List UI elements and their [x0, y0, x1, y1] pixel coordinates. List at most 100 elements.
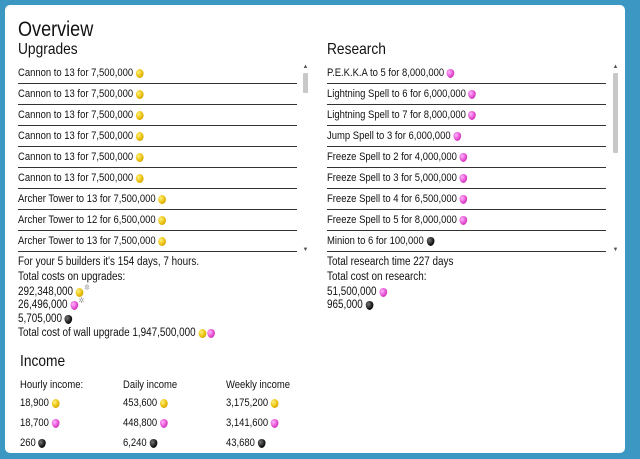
income-value: 18,700 [20, 417, 66, 429]
scroll-up-icon[interactable]: ▲ [302, 64, 309, 70]
page-title: Overview [18, 18, 94, 41]
list-item-label: Freeze Spell to 5 for 8,000,000 [327, 214, 457, 226]
upgrades-total-elixir: 26,496,000 ✲ [18, 295, 85, 312]
dark-elixir-drop-icon [365, 300, 374, 310]
upgrades-total-dark: 5,705,000 [18, 313, 81, 325]
list-item-label: Archer Tower to 13 for 7,500,000 [18, 235, 156, 247]
income-value: 453,600 [123, 397, 175, 409]
list-item-label: Freeze Spell to 2 for 4,000,000 [327, 151, 457, 163]
list-item[interactable]: Archer Tower to 12 for 6,500,000 [18, 253, 297, 254]
scroll-down-icon[interactable]: ▼ [612, 247, 619, 253]
list-item[interactable]: Cannon to 13 for 7,500,000 [18, 106, 297, 126]
list-item-label: Jump Spell to 3 for 6,000,000 [327, 130, 451, 142]
gold-coin-icon [158, 215, 166, 225]
gold-coin-icon [135, 89, 144, 99]
dark-elixir-drop-icon [149, 438, 157, 448]
elixir-drop-icon [468, 89, 477, 99]
upgrades-heading: Upgrades [18, 41, 78, 58]
gold-coin-icon [51, 398, 60, 408]
income-value: 3,175,200 [226, 397, 287, 409]
income-col-weekly: Weekly income [226, 379, 290, 391]
list-item-label: P.E.K.K.A to 5 for 8,000,000 [327, 67, 445, 79]
upgrades-total-label: Total costs on upgrades: [18, 271, 126, 283]
list-item-label: Cannon to 13 for 7,500,000 [18, 172, 134, 184]
list-item[interactable]: Cannon to 13 for 7,500,000 [18, 148, 297, 168]
list-item[interactable]: Freeze Spell to 5 for 8,000,000 [327, 211, 606, 231]
list-item[interactable]: Lightning Spell to 6 for 6,000,000 [327, 85, 606, 105]
list-item[interactable]: Freeze Spell to 4 for 6,500,000 [327, 190, 606, 210]
list-item[interactable]: Freeze Spell to 3 for 5,000,000 [327, 169, 606, 189]
gold-coin-icon [135, 131, 144, 141]
elixir-drop-icon [70, 300, 78, 310]
research-time-text: Total research time 227 days [327, 256, 454, 268]
gold-coin-icon [158, 194, 166, 204]
research-scrollbar[interactable]: ▲ ▼ [612, 64, 619, 254]
income-value: 6,240 [123, 437, 163, 449]
income-col-daily: Daily income [123, 379, 178, 391]
list-item-label: Cannon to 13 for 7,500,000 [18, 130, 134, 142]
upgrades-list[interactable]: Cannon to 13 for 7,500,000 Cannon to 13 f… [18, 64, 297, 254]
elixir-drop-icon [51, 418, 60, 428]
list-item[interactable]: Cannon to 13 for 7,500,000 [18, 64, 297, 84]
gold-coin-icon [135, 110, 144, 120]
list-item-label: Minion to 6 for 100,000 [327, 235, 424, 247]
income-value: 448,800 [123, 417, 175, 429]
list-item[interactable]: Cannon to 13 for 7,500,000 [18, 169, 297, 189]
list-item-label: Archer Tower to 13 for 7,500,000 [18, 193, 156, 205]
list-item-label: Archer Tower to 12 for 6,500,000 [18, 214, 156, 226]
research-total-elixir: 51,500,000 [327, 286, 397, 298]
list-item-label: Lightning Spell to 6 for 6,000,000 [327, 88, 466, 100]
scroll-thumb[interactable] [303, 73, 308, 93]
elixir-drop-icon [206, 328, 215, 338]
gold-coin-icon [135, 173, 144, 183]
research-total-dark: 965,000 [327, 299, 381, 311]
income-value: 3,141,600 [226, 417, 287, 429]
elixir-drop-icon [459, 215, 468, 225]
elixir-drop-icon [459, 173, 468, 183]
list-item[interactable]: Cannon to 13 for 7,500,000 [18, 127, 297, 147]
wall-upgrade-text: Total cost of wall upgrade 1,947,500,000 [18, 327, 247, 339]
list-item[interactable]: Freeze Spell to 2 for 4,000,000 [327, 148, 606, 168]
list-item-label: Freeze Spell to 4 for 6,500,000 [327, 193, 457, 205]
elixir-drop-icon [459, 194, 468, 204]
elixir-drop-icon [379, 287, 387, 297]
list-item[interactable]: Archer Tower to 13 for 7,500,000 [18, 232, 297, 252]
list-item[interactable]: Cannon to 13 for 7,500,000 [18, 85, 297, 105]
income-value: 43,680 [226, 437, 272, 449]
income-value: 18,900 [20, 397, 66, 409]
list-item[interactable]: Lightning Spell to 7 for 8,000,000 [327, 106, 606, 126]
builders-text: For your 5 builders it's 154 days, 7 hou… [18, 256, 200, 268]
list-item[interactable]: Minion to 6 for 100,000 [327, 232, 606, 252]
research-heading: Research [327, 41, 386, 58]
list-item-label: Cannon to 13 for 7,500,000 [18, 109, 134, 121]
elixir-drop-icon [446, 68, 455, 78]
scroll-up-icon[interactable]: ▲ [612, 64, 619, 70]
gold-coin-icon [135, 152, 144, 162]
dark-elixir-drop-icon [64, 314, 73, 324]
list-item[interactable]: Archer Tower to 13 for 7,500,000 [18, 190, 297, 210]
research-total-label: Total cost on research: [327, 271, 427, 283]
elixir-drop-icon [453, 131, 461, 141]
list-item-label: Cannon to 13 for 7,500,000 [18, 88, 134, 100]
scroll-thumb[interactable] [613, 73, 618, 153]
research-list[interactable]: P.E.K.K.A to 5 for 8,000,000 Lightning Sp… [327, 64, 606, 254]
list-item-label: Cannon to 13 for 7,500,000 [18, 151, 134, 163]
scroll-down-icon[interactable]: ▼ [302, 247, 309, 253]
income-value: 260 [20, 437, 50, 449]
upgrades-total-gold: 292,348,000 ✲ [18, 282, 90, 299]
list-item[interactable]: Archer Tower to 12 for 6,500,000 [18, 211, 297, 231]
overview-panel: Overview Upgrades Research Cannon to 13 … [5, 5, 625, 453]
income-col-hourly: Hourly income: [20, 379, 84, 391]
gold-coin-icon [135, 68, 144, 78]
list-item-label: Lightning Spell to 7 for 8,000,000 [327, 109, 466, 121]
list-item[interactable]: Valkyrie to 3 for 60,000 [327, 253, 606, 254]
gold-coin-icon [198, 328, 206, 338]
dark-elixir-drop-icon [257, 438, 266, 448]
list-item[interactable]: P.E.K.K.A to 5 for 8,000,000 [327, 64, 606, 84]
gold-coin-icon [270, 398, 279, 408]
gold-coin-icon [159, 398, 168, 408]
elixir-drop-icon [159, 418, 168, 428]
list-item[interactable]: Jump Spell to 3 for 6,000,000 [327, 127, 606, 147]
elixir-drop-icon [468, 110, 477, 120]
upgrades-scrollbar[interactable]: ▲ ▼ [302, 64, 309, 254]
